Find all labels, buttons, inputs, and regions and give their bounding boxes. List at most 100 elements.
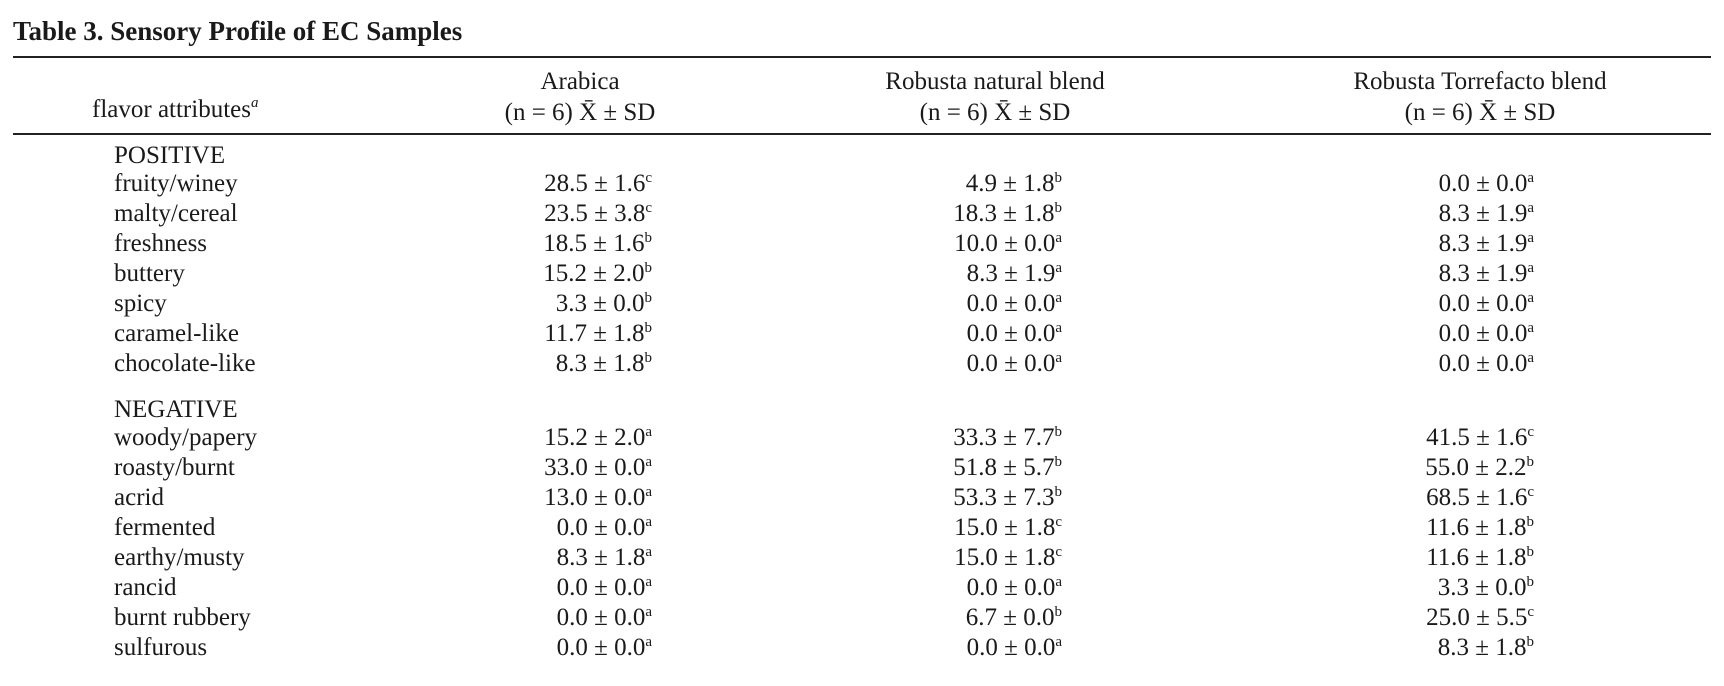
significance-letter: b: [1054, 200, 1063, 216]
cell-value: 0.0 ± 0.0: [556, 604, 646, 631]
table-cell: 8.3 ± 1.9a: [1439, 230, 1534, 258]
significance-letter: a: [645, 454, 652, 470]
cell-value: 15.2 ± 2.0: [543, 260, 645, 287]
table-cell: 0.0 ± 0.0a: [1439, 320, 1534, 348]
column-stat: (n = 6) X̄ ± SD: [919, 99, 1071, 126]
table-cell: 15.2 ± 2.0a: [544, 424, 652, 452]
cell-value: 0.0 ± 0.0: [966, 634, 1056, 661]
cell-value: 25.0 ± 5.5: [1426, 604, 1528, 631]
attribute-label: buttery: [114, 260, 185, 287]
table-cell: 8.3 ± 1.9a: [1439, 200, 1534, 228]
attribute-label: acrid: [114, 484, 164, 511]
table-row: roasty/burnt 33.0 ± 0.0a 51.8 ± 5.7b 55.0 ±…: [0, 454, 1724, 484]
table-cell: 0.0 ± 0.0a: [557, 604, 652, 632]
significance-letter: a: [1055, 574, 1062, 590]
table-cell: 0.0 ± 0.0a: [967, 320, 1062, 348]
table-cell: 0.0 ± 0.0a: [557, 514, 652, 542]
table-row: rancid 0.0 ± 0.0a 0.0 ± 0.0a 3.3 ± 0.0b: [0, 574, 1724, 604]
significance-letter: a: [1055, 350, 1062, 366]
significance-letter: a: [1527, 200, 1534, 216]
cell-value: 8.3 ± 1.9: [1438, 200, 1528, 227]
significance-letter: b: [644, 350, 653, 366]
significance-letter: a: [645, 544, 652, 560]
table-cell: 10.0 ± 0.0a: [954, 230, 1062, 258]
table-cell: 41.5 ± 1.6c: [1426, 424, 1534, 452]
cell-value: 28.5 ± 1.6: [544, 170, 646, 197]
header-attributes-label: flavor attributes: [92, 96, 251, 123]
section-title: POSITIVE: [114, 142, 226, 169]
column-stat: (n = 6) X̄ ± SD: [1404, 99, 1556, 126]
table-cell: 11.6 ± 1.8b: [1426, 514, 1534, 542]
significance-letter: a: [1527, 170, 1534, 186]
significance-letter: b: [1054, 454, 1063, 470]
attribute-label: caramel-like: [114, 320, 239, 347]
table-cell: 13.0 ± 0.0a: [544, 484, 652, 512]
attribute-label: woody/papery: [114, 424, 258, 451]
table-cell: 51.8 ± 5.7b: [953, 454, 1062, 482]
significance-letter: a: [1527, 230, 1534, 246]
significance-letter: b: [1054, 424, 1063, 440]
significance-letter: a: [1527, 290, 1534, 306]
table-row: burnt rubbery 0.0 ± 0.0a 6.7 ± 0.0b 25.0 ± …: [0, 604, 1724, 634]
significance-letter: c: [645, 200, 652, 216]
cell-value: 41.5 ± 1.6: [1426, 424, 1528, 451]
column-name: Arabica: [540, 68, 620, 95]
header-robusta-natural: Robusta natural blend (n = 6) X̄ ± SD: [820, 66, 1170, 128]
cell-value: 0.0 ± 0.0: [1438, 320, 1528, 347]
table-cell: 33.3 ± 7.7b: [953, 424, 1062, 452]
significance-letter: a: [645, 514, 652, 530]
significance-letter: b: [1054, 170, 1063, 186]
cell-value: 8.3 ± 1.9: [1438, 260, 1528, 287]
cell-value: 53.3 ± 7.3: [953, 484, 1055, 511]
cell-value: 0.0 ± 0.0: [966, 320, 1056, 347]
table-cell: 11.7 ± 1.8b: [544, 320, 652, 348]
significance-letter: a: [1527, 350, 1534, 366]
top-rule: [13, 56, 1711, 58]
table-cell: 0.0 ± 0.0a: [967, 350, 1062, 378]
cell-value: 8.3 ± 1.8: [555, 350, 645, 377]
table-row: fruity/winey 28.5 ± 1.6c 4.9 ± 1.8b 0.0 ± 0…: [0, 170, 1724, 200]
significance-letter: a: [1055, 634, 1062, 650]
table-cell: 8.3 ± 1.9a: [1439, 260, 1534, 288]
table-cell: 18.3 ± 1.8b: [953, 200, 1062, 228]
cell-value: 55.0 ± 2.2: [1425, 454, 1527, 481]
table-cell: 23.5 ± 3.8c: [544, 200, 652, 228]
table-cell: 68.5 ± 1.6c: [1426, 484, 1534, 512]
cell-value: 3.3 ± 0.0: [555, 290, 645, 317]
significance-letter: a: [1055, 290, 1062, 306]
header-robusta-torrefacto: Robusta Torrefacto blend (n = 6) X̄ ± SD: [1300, 66, 1660, 128]
column-name: Robusta Torrefacto blend: [1353, 68, 1607, 95]
significance-letter: b: [1526, 574, 1535, 590]
table-cell: 0.0 ± 0.0a: [557, 634, 652, 662]
cell-value: 18.5 ± 1.6: [543, 230, 645, 257]
cell-value: 4.9 ± 1.8: [965, 170, 1055, 197]
cell-value: 23.5 ± 3.8: [544, 200, 646, 227]
significance-letter: b: [644, 230, 653, 246]
table-row: woody/papery 15.2 ± 2.0a 33.3 ± 7.7b 41.5 ±…: [0, 424, 1724, 454]
attribute-label: chocolate-like: [114, 350, 256, 377]
table-cell: 3.3 ± 0.0b: [1438, 574, 1534, 602]
cell-value: 6.7 ± 0.0: [965, 604, 1055, 631]
significance-letter: b: [644, 320, 653, 336]
significance-letter: c: [1055, 544, 1062, 560]
significance-letter: c: [645, 170, 652, 186]
significance-letter: b: [644, 290, 653, 306]
table-cell: 8.3 ± 1.8b: [556, 350, 652, 378]
cell-value: 8.3 ± 1.9: [966, 260, 1056, 287]
significance-letter: a: [1055, 230, 1062, 246]
cell-value: 8.3 ± 1.8: [1437, 634, 1527, 661]
header-attributes: flavor attributesa: [92, 96, 258, 124]
footnote-marker: a: [250, 95, 259, 111]
cell-value: 11.6 ± 1.8: [1426, 544, 1527, 571]
attribute-label: fermented: [114, 514, 216, 541]
table-cell: 0.0 ± 0.0a: [1439, 350, 1534, 378]
table-row: acrid 13.0 ± 0.0a 53.3 ± 7.3b 68.5 ± 1.6c: [0, 484, 1724, 514]
cell-value: 0.0 ± 0.0: [556, 634, 646, 661]
table-cell: 0.0 ± 0.0a: [967, 574, 1062, 602]
table-row: malty/cereal 23.5 ± 3.8c 18.3 ± 1.8b 8.3 ± …: [0, 200, 1724, 230]
table-row: buttery 15.2 ± 2.0b 8.3 ± 1.9a 8.3 ± 1.9a: [0, 260, 1724, 290]
attribute-label: freshness: [114, 230, 208, 257]
table-row: chocolate-like 8.3 ± 1.8b 0.0 ± 0.0a 0.0 ± …: [0, 350, 1724, 380]
significance-letter: b: [1526, 544, 1535, 560]
significance-letter: c: [1527, 484, 1534, 500]
